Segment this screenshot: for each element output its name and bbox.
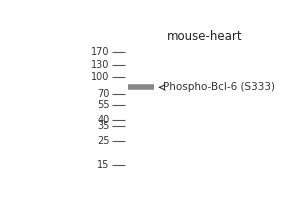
Text: 25: 25: [97, 136, 110, 146]
Text: mouse-heart: mouse-heart: [167, 30, 243, 43]
Text: 100: 100: [91, 72, 110, 82]
Text: 130: 130: [91, 60, 110, 70]
Text: 40: 40: [97, 115, 110, 125]
Text: Phospho-Bcl-6 (S333): Phospho-Bcl-6 (S333): [163, 82, 275, 92]
Text: 55: 55: [97, 100, 110, 110]
Text: 15: 15: [97, 160, 110, 170]
Text: 35: 35: [97, 121, 110, 131]
Text: 170: 170: [91, 47, 110, 57]
Text: 70: 70: [97, 89, 110, 99]
